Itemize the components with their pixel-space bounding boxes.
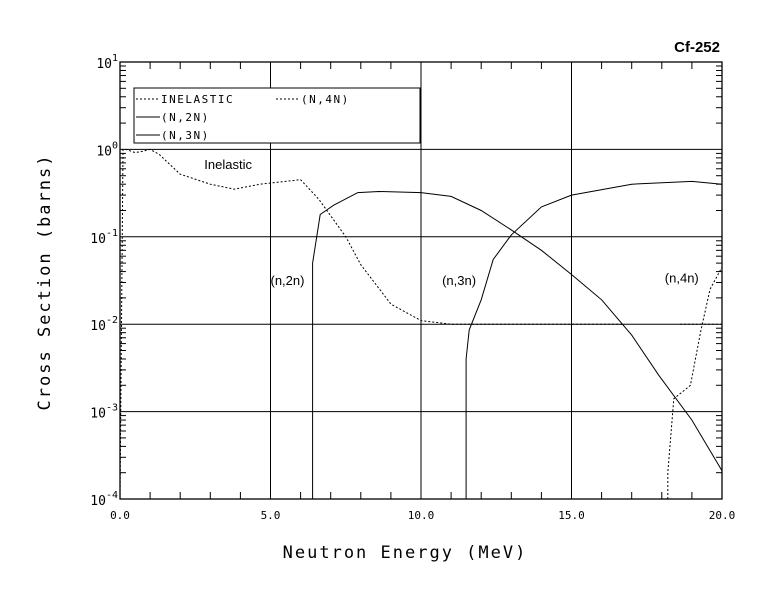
- x-tick-label: 10.0: [408, 509, 435, 522]
- annotation: (n,4n): [665, 270, 699, 285]
- series-n4n: [667, 266, 723, 499]
- legend-label: INELASTIC: [161, 93, 234, 106]
- x-tick-label: 20.0: [709, 509, 736, 522]
- y-tick-label: 101: [96, 53, 118, 72]
- legend-label: (N,3N): [161, 129, 210, 142]
- x-tick-label: 15.0: [558, 509, 585, 522]
- series-n2n: [312, 190, 723, 499]
- annotation: Inelastic: [204, 157, 252, 172]
- series-lines: [119, 148, 723, 500]
- y-axis-label: Cross Section (barns): [35, 154, 55, 411]
- series-n3n: [465, 180, 723, 499]
- x-tick-label: 5.0: [261, 509, 281, 522]
- ticks: 0.0 5.0 10.0 15.0 20.0 101 100 10-1 10-2 10-3 10-4: [90, 53, 735, 522]
- chart-title: Cf-252: [674, 39, 720, 56]
- series-inelastic: [119, 148, 623, 500]
- x-axis-label: Neutron Energy (MeV): [283, 543, 528, 563]
- y-tick-label: 10-4: [90, 490, 118, 509]
- y-tick-label: 10-2: [90, 315, 118, 334]
- legend-label: (N,4N): [301, 93, 350, 106]
- annotation: (n,3n): [442, 273, 476, 288]
- y-tick-label: 10-1: [90, 228, 118, 247]
- y-tick-label: 100: [96, 140, 118, 159]
- y-tick-label: 10-3: [90, 403, 118, 422]
- legend-box: [133, 87, 421, 144]
- x-tick-label: 0.0: [110, 509, 130, 522]
- legend-label: (N,2N): [161, 111, 210, 124]
- annotation: (n,2n): [271, 273, 305, 288]
- legend: INELASTIC (N,4N) (N,2N) (N,3N): [133, 87, 421, 144]
- annotations: Inelastic (n,2n) (n,3n) (n,4n): [204, 157, 698, 288]
